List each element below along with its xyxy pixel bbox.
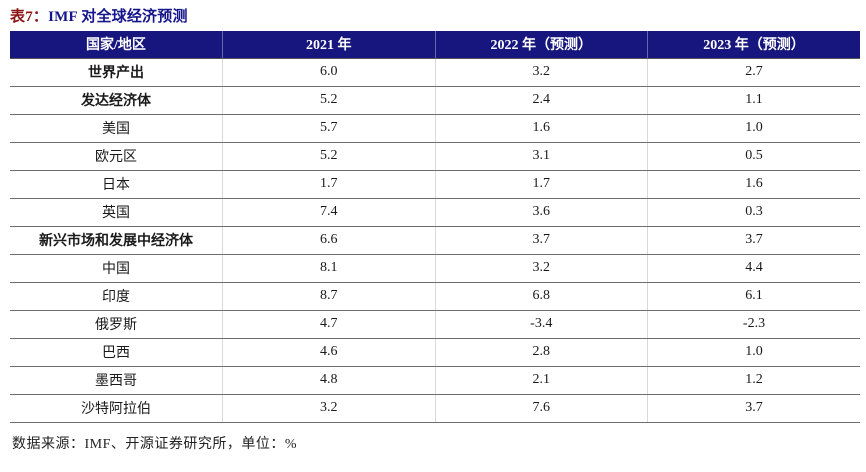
table-row: 印度 8.7 6.8 6.1 (10, 282, 860, 311)
row-label: 巴西 (10, 338, 223, 367)
col-header-region: 国家/地区 (10, 31, 223, 59)
col-header-2022-forecast: 2022 年（预测） (435, 31, 648, 59)
source-note: 数据来源：IMF、开源证券研究所，单位：% (12, 436, 298, 452)
row-value: 3.2 (435, 58, 648, 87)
row-value: 5.2 (222, 86, 436, 115)
row-value: 7.4 (222, 198, 436, 227)
col-header-2023-forecast: 2023 年（预测） (647, 31, 860, 59)
row-value: 4.6 (222, 338, 436, 367)
table-row: 俄罗斯 4.7 -3.4 -2.3 (10, 310, 860, 339)
row-value: 3.7 (647, 226, 860, 255)
row-value: 3.1 (435, 142, 648, 171)
row-value: 3.6 (435, 198, 648, 227)
row-value: 1.7 (435, 170, 648, 199)
row-label: 美国 (10, 114, 223, 143)
row-value: 1.0 (647, 338, 860, 367)
row-label: 欧元区 (10, 142, 223, 171)
row-value: 3.7 (435, 226, 648, 255)
table-row: 美国 5.7 1.6 1.0 (10, 114, 860, 143)
row-value: 4.8 (222, 366, 436, 395)
row-value: 4.4 (647, 254, 860, 283)
row-value: 1.6 (647, 170, 860, 199)
row-value: 4.7 (222, 310, 436, 339)
table-body: 世界产出 6.0 3.2 2.7 发达经济体 5.2 2.4 1.1 美国 5.7 1.6 1.0 欧元… (10, 58, 860, 423)
row-value: 3.2 (435, 254, 648, 283)
row-value: 8.1 (222, 254, 436, 283)
imf-forecast-table: 国家/地区 2021 年 2022 年（预测） 2023 年（预测） 世界产出 6… (10, 31, 860, 423)
header-row: 国家/地区 2021 年 2022 年（预测） 2023 年（预测） (10, 31, 860, 59)
page-title: 表7：IMF 对全球经济预测 (10, 5, 860, 26)
row-value: 2.8 (435, 338, 648, 367)
table-row: 日本 1.7 1.7 1.6 (10, 170, 860, 199)
row-value: 1.0 (647, 114, 860, 143)
table-row: 欧元区 5.2 3.1 0.5 (10, 142, 860, 171)
col-header-2021: 2021 年 (222, 31, 436, 59)
row-value: -2.3 (647, 310, 860, 339)
row-value: 2.7 (647, 58, 860, 87)
row-label: 新兴市场和发展中经济体 (10, 226, 223, 255)
row-value: 1.6 (435, 114, 648, 143)
row-label: 发达经济体 (10, 86, 223, 115)
row-value: 8.7 (222, 282, 436, 311)
row-value: 6.6 (222, 226, 436, 255)
row-value: 7.6 (435, 394, 648, 423)
row-value: 5.2 (222, 142, 436, 171)
row-value: 1.2 (647, 366, 860, 395)
table-row: 沙特阿拉伯 3.2 7.6 3.7 (10, 394, 860, 423)
row-label: 墨西哥 (10, 366, 223, 395)
row-label: 日本 (10, 170, 223, 199)
table-row: 英国 7.4 3.6 0.3 (10, 198, 860, 227)
table-row: 世界产出 6.0 3.2 2.7 (10, 58, 860, 87)
row-value: 5.7 (222, 114, 436, 143)
table-header: 国家/地区 2021 年 2022 年（预测） 2023 年（预测） (10, 31, 860, 59)
table-number-label: 表7： (10, 9, 49, 25)
row-label: 世界产出 (10, 58, 223, 87)
row-value: -3.4 (435, 310, 648, 339)
row-value: 0.5 (647, 142, 860, 171)
row-label: 俄罗斯 (10, 310, 223, 339)
row-value: 6.8 (435, 282, 648, 311)
row-value: 6.1 (647, 282, 860, 311)
table-row: 墨西哥 4.8 2.1 1.2 (10, 366, 860, 395)
row-label: 英国 (10, 198, 223, 227)
row-label: 中国 (10, 254, 223, 283)
table-row: 发达经济体 5.2 2.4 1.1 (10, 86, 860, 115)
row-value: 1.7 (222, 170, 436, 199)
table-title-text: IMF 对全球经济预测 (48, 9, 188, 25)
row-value: 2.1 (435, 366, 648, 395)
row-value: 3.7 (647, 394, 860, 423)
row-label: 印度 (10, 282, 223, 311)
row-value: 3.2 (222, 394, 436, 423)
row-value: 6.0 (222, 58, 436, 87)
table-row: 巴西 4.6 2.8 1.0 (10, 338, 860, 367)
row-value: 2.4 (435, 86, 648, 115)
report-table-section: 表7：IMF 对全球经济预测 国家/地区 2021 年 2022 年（预测） 2… (10, 5, 860, 452)
row-value: 0.3 (647, 198, 860, 227)
row-value: 1.1 (647, 86, 860, 115)
row-label: 沙特阿拉伯 (10, 394, 223, 423)
table-row: 新兴市场和发展中经济体 6.6 3.7 3.7 (10, 226, 860, 255)
table-row: 中国 8.1 3.2 4.4 (10, 254, 860, 283)
